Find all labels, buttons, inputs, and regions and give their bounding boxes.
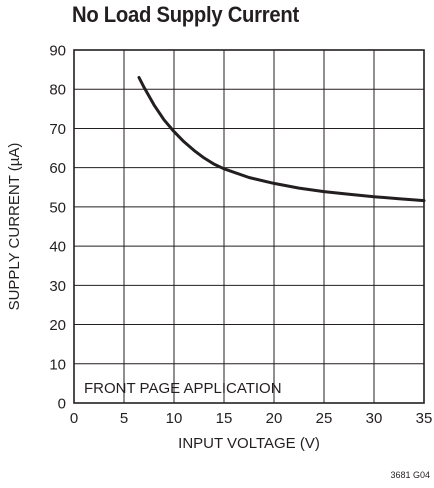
- y-tick-label: 50: [49, 199, 66, 216]
- x-tick-label: 10: [166, 410, 183, 427]
- y-tick-label: 60: [49, 160, 66, 177]
- y-tick-label: 90: [49, 43, 66, 60]
- supply-current-line: [137, 76, 426, 203]
- y-tick-label: 10: [49, 356, 66, 373]
- x-tick-label: 5: [120, 410, 128, 427]
- x-tick-label: 20: [266, 410, 283, 427]
- grid: [74, 50, 424, 403]
- figure-id: 3681 G04: [390, 470, 430, 480]
- y-tick-labels: 0 10 20 30 40 50 60 70 80 90: [49, 43, 66, 413]
- y-tick-label: 70: [49, 121, 66, 138]
- plot-frame: [73, 49, 425, 404]
- y-axis-label: SUPPLY CURRENT (µA): [6, 143, 23, 311]
- chart-title: No Load Supply Current: [72, 2, 299, 27]
- x-tick-label: 15: [216, 410, 233, 427]
- y-tick-label: 80: [49, 82, 66, 99]
- x-tick-label: 30: [366, 410, 383, 427]
- x-tick-label: 0: [70, 410, 78, 427]
- annotation-front-page-application: FRONT PAGE APPLICATION: [84, 380, 282, 397]
- x-axis-label: INPUT VOLTAGE (V): [178, 435, 320, 452]
- x-tick-label: 35: [416, 410, 433, 427]
- x-tick-labels: 0 5 10 15 20 25 30 35: [70, 410, 433, 427]
- y-tick-label: 30: [49, 278, 66, 295]
- x-tick-label: 25: [316, 410, 333, 427]
- y-tick-label: 40: [49, 239, 66, 256]
- y-tick-label: 20: [49, 317, 66, 334]
- y-tick-label: 0: [58, 396, 66, 413]
